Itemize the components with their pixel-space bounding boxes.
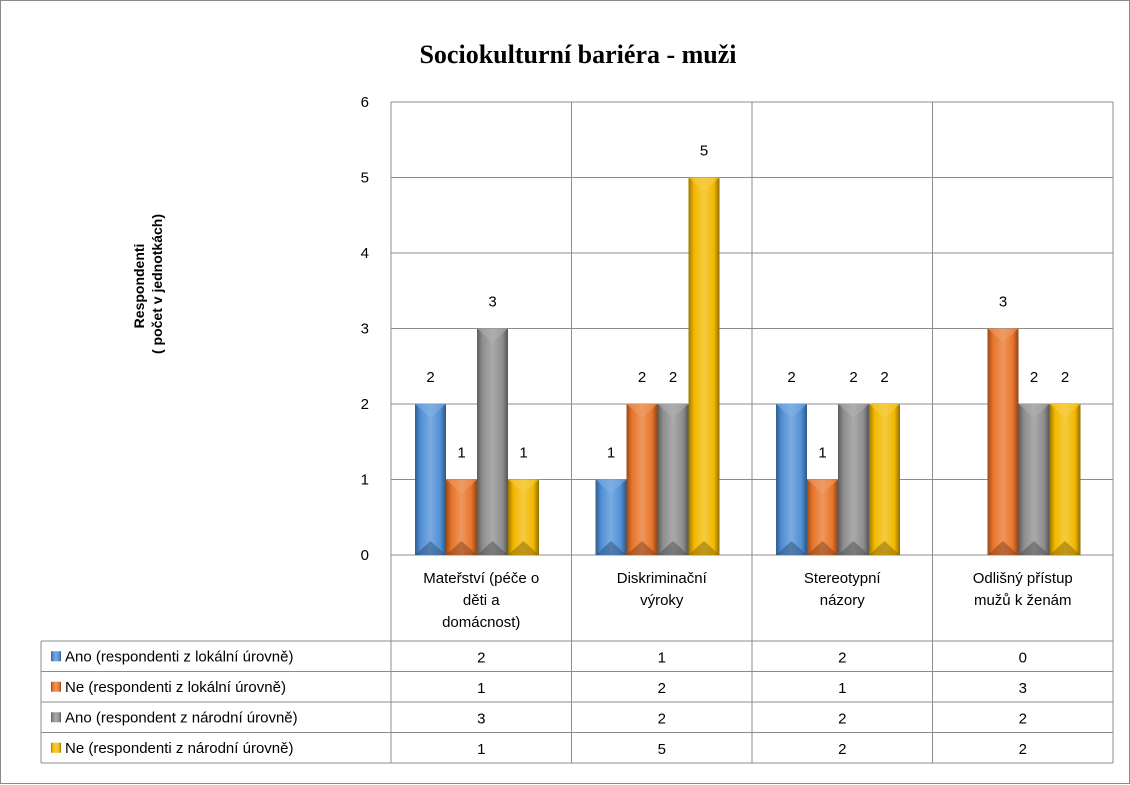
y-axis-label: Respondenti ( počet v jednotkách)	[131, 214, 165, 354]
table-cell: 1	[658, 649, 666, 666]
legend-key	[51, 681, 61, 692]
data-label: 1	[519, 445, 527, 462]
data-label: 3	[488, 294, 496, 311]
y-tick-label: 2	[361, 396, 369, 413]
bar	[657, 404, 689, 555]
category-label: Stereotypní názory	[804, 570, 882, 609]
bar	[626, 404, 658, 555]
legend-key	[51, 742, 61, 753]
legend-key	[51, 651, 61, 662]
chart-title: Sociokulturní bariéra - muži	[419, 40, 736, 69]
bar	[415, 404, 446, 555]
table-cell: 2	[838, 710, 846, 727]
legend-label: Ne (respondenti z lokální úrovně)	[65, 679, 286, 696]
data-label: 1	[607, 445, 615, 462]
y-tick-label: 3	[361, 321, 369, 338]
table-cell: 1	[838, 680, 846, 697]
table-cell: 2	[1019, 710, 1027, 727]
bar	[807, 479, 838, 555]
legend-label: Ne (respondenti z národní úrovně)	[65, 740, 293, 757]
data-label: 2	[849, 369, 857, 386]
data-label: 1	[818, 445, 826, 462]
table-cell: 2	[838, 649, 846, 666]
table-cell: 2	[658, 710, 666, 727]
table-cell: 2	[658, 680, 666, 697]
category-label: Mateřství (péče o děti a domácnost)	[423, 570, 539, 631]
data-label: 2	[1061, 369, 1069, 386]
table-cell: 1	[477, 680, 485, 697]
data-label: 2	[669, 369, 677, 386]
table-cell: 0	[1019, 649, 1027, 666]
data-label: 2	[426, 369, 434, 386]
bar	[838, 404, 869, 555]
table-cell: 3	[477, 710, 485, 727]
bar	[508, 479, 539, 555]
bar	[446, 479, 477, 555]
y-axis-label-line-2: ( počet v jednotkách)	[149, 214, 165, 354]
data-label: 3	[999, 294, 1007, 311]
data-label: 2	[1030, 369, 1038, 386]
table-cell: 2	[838, 741, 846, 758]
bar	[477, 328, 508, 555]
y-tick-label: 4	[361, 245, 369, 262]
y-tick-label: 5	[361, 170, 369, 187]
data-label: 2	[880, 369, 888, 386]
data-label: 5	[700, 143, 708, 160]
y-axis-label-line-1: Respondenti	[131, 244, 147, 329]
bar	[1049, 404, 1081, 555]
legend-label: Ano (respondent z národní úrovně)	[65, 709, 298, 726]
table-cell: 3	[1019, 680, 1027, 697]
table-cell: 1	[477, 741, 485, 758]
category-label: Odlišný přístup mužů k ženám	[973, 570, 1073, 609]
table-cell: 2	[1019, 741, 1027, 758]
data-label: 2	[787, 369, 795, 386]
bar	[776, 404, 807, 555]
bar	[1018, 404, 1050, 555]
bar	[595, 479, 627, 555]
bar	[987, 328, 1019, 555]
table-cell: 2	[477, 649, 485, 666]
y-tick-label: 1	[361, 472, 369, 489]
category-label: Diskriminační výroky	[617, 570, 708, 609]
data-label: 2	[638, 369, 646, 386]
legend-key	[51, 712, 61, 723]
y-tick-label: 0	[361, 547, 369, 564]
bar	[869, 404, 900, 555]
table-cell: 5	[658, 741, 666, 758]
data-label: 1	[457, 445, 465, 462]
y-tick-label: 6	[361, 94, 369, 111]
legend-label: Ano (respondenti z lokální úrovně)	[65, 648, 293, 665]
bar	[688, 177, 720, 555]
